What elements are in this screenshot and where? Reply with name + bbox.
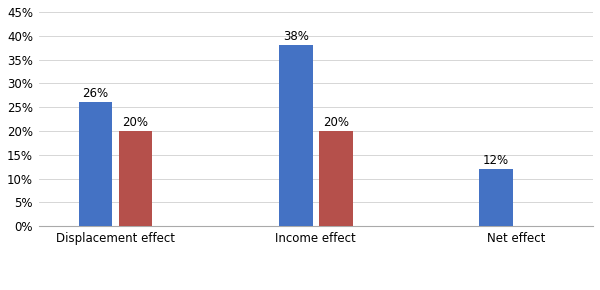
Text: 38%: 38% (283, 30, 308, 43)
Text: 26%: 26% (82, 87, 109, 100)
Bar (479, 169, 513, 226)
Bar (119, 131, 152, 226)
Text: 12%: 12% (483, 154, 509, 167)
Text: 20%: 20% (323, 116, 349, 128)
Bar (79, 102, 112, 226)
Bar (319, 131, 353, 226)
Bar (279, 45, 313, 226)
Text: 20%: 20% (122, 116, 149, 128)
